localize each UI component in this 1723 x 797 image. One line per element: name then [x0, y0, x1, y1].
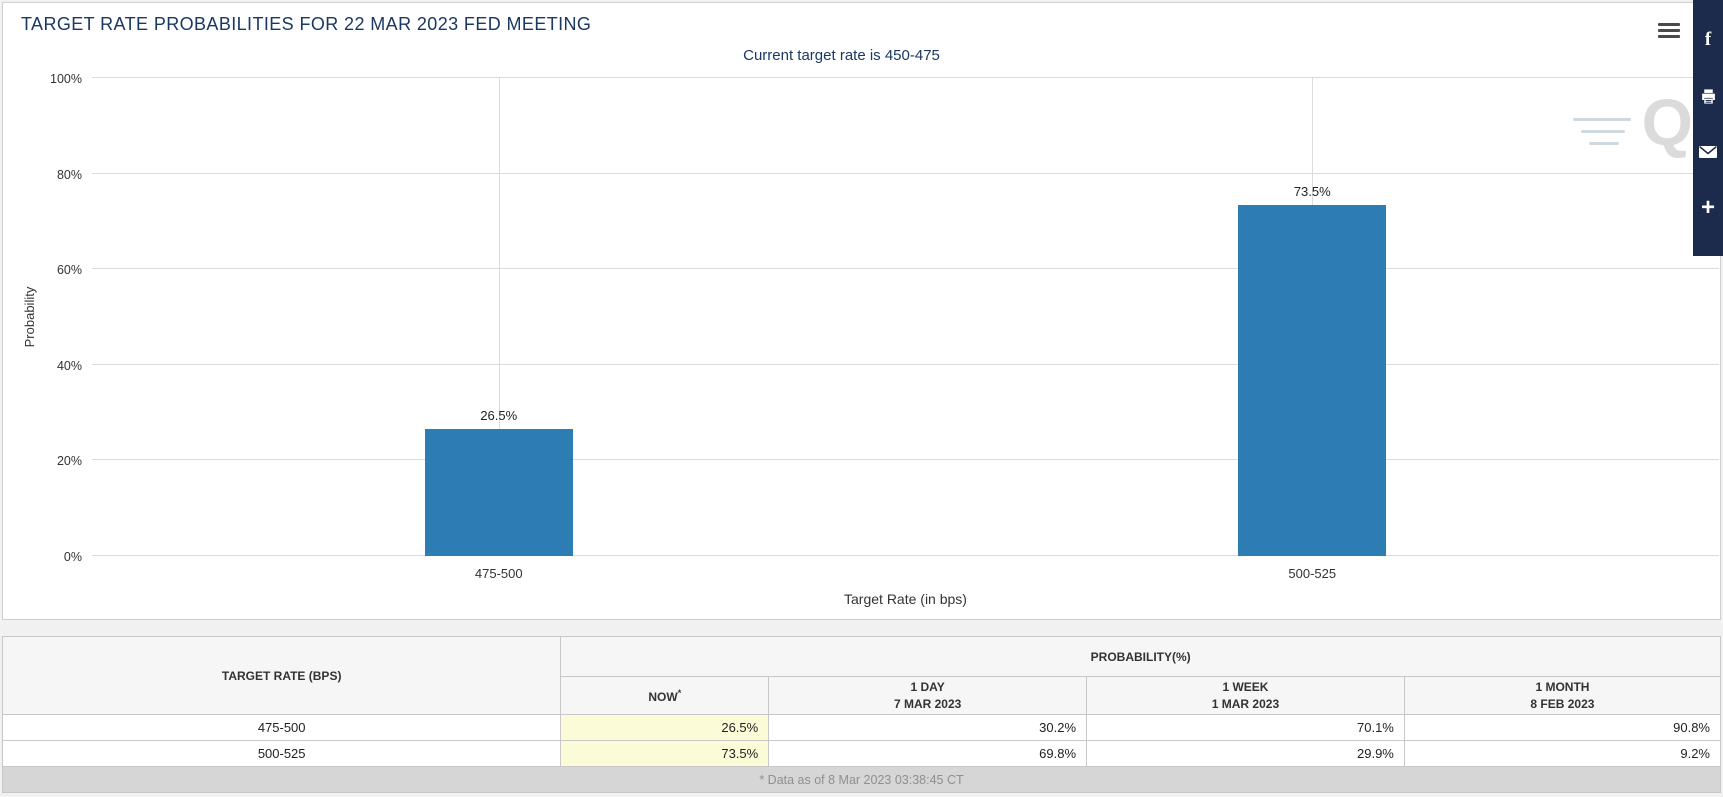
y-gridline [92, 268, 1719, 270]
col-header-1-week: 1 WEEK 1 MAR 2023 [1086, 676, 1405, 715]
facebook-share-button[interactable]: f [1693, 20, 1723, 60]
probability-bar[interactable] [424, 429, 573, 556]
1-day-probability-cell: 69.8% [768, 740, 1088, 767]
1-month-probability-cell: 9.2% [1403, 740, 1722, 767]
col-header-now: NOW* [560, 676, 770, 715]
fedwatch-chart-card: TARGET RATE PROBABILITIES FOR 22 MAR 202… [2, 2, 1721, 620]
table-row: 500-525 73.5% 69.8% 29.9% 9.2% [1, 740, 1722, 767]
x-tick-label: 500-525 [1288, 566, 1337, 581]
plot-area: Q 0% 20% 40% 60% 80% 100% 26.5% 475-500 73.5% 500… [50, 72, 1719, 581]
bar-value-label: 73.5% [1293, 183, 1331, 199]
logo-letter: Q [1641, 85, 1693, 159]
y-gridline [92, 459, 1719, 461]
y-tick-label: 80% [56, 167, 82, 182]
y-tick-label: 0% [63, 550, 82, 564]
now-probability-cell: 26.5% [560, 714, 770, 741]
1-month-probability-cell: 90.8% [1403, 714, 1722, 741]
chart-title: TARGET RATE PROBABILITIES FOR 22 MAR 202… [21, 14, 592, 34]
y-tick-label: 100% [50, 72, 82, 86]
col-header-1-day: 1 DAY 7 MAR 2023 [768, 676, 1088, 715]
y-gridline [92, 77, 1719, 78]
x-axis-title: Target Rate (in bps) [844, 591, 967, 607]
1-day-probability-cell: 30.2% [768, 714, 1088, 741]
hamburger-menu-icon[interactable] [1658, 23, 1680, 41]
menu-bar [1658, 29, 1680, 32]
quikstrike-logo: Q [1573, 85, 1693, 176]
y-tick-label: 40% [56, 358, 82, 373]
probability-table: TARGET RATE (BPS) PROBABILITY(%) NOW* 1 … [1, 636, 1722, 793]
footnote-marker: * [677, 687, 682, 698]
y-gridline [92, 555, 1719, 556]
1-week-probability-cell: 29.9% [1086, 740, 1405, 767]
menu-bar [1658, 23, 1680, 26]
print-button[interactable] [1693, 76, 1723, 116]
y-gridline [92, 172, 1719, 174]
plus-icon: + [1700, 194, 1715, 221]
x-tick-label: 475-500 [474, 566, 523, 581]
chart-subtitle: Current target rate is 450-475 [743, 47, 940, 64]
probability-bar[interactable] [1238, 204, 1387, 556]
data-asof-note: * Data as of 8 Mar 2023 03:38:45 CT [2, 766, 1721, 793]
col-header-1-month: 1 MONTH 8 FEB 2023 [1403, 676, 1722, 715]
now-probability-cell: 73.5% [560, 740, 770, 767]
bar-value-label: 26.5% [480, 408, 518, 424]
print-icon [1701, 88, 1715, 104]
more-share-button[interactable]: + [1693, 188, 1723, 228]
table-row: 475-500 26.5% 30.2% 70.1% 90.8% [1, 714, 1722, 741]
email-icon [1699, 146, 1717, 158]
logo-speed-line [1573, 118, 1631, 121]
y-tick-label: 60% [56, 263, 82, 278]
menu-bar [1658, 35, 1680, 38]
1-week-probability-cell: 70.1% [1086, 714, 1405, 741]
table-footer-row: * Data as of 8 Mar 2023 03:38:45 CT [2, 766, 1721, 793]
rate-cell: 500-525 [1, 740, 562, 767]
email-share-button[interactable] [1693, 132, 1723, 172]
facebook-icon: f [1704, 29, 1712, 50]
y-tick-label: 20% [56, 454, 82, 469]
y-axis-title: Probability [22, 286, 37, 348]
rate-cell: 475-500 [1, 714, 562, 741]
col-header-target-rate: TARGET RATE (BPS) [1, 636, 562, 715]
y-gridline [92, 363, 1719, 365]
logo-speed-line [1589, 142, 1619, 145]
col-header-probability: PROBABILITY(%) [560, 636, 1721, 677]
x-gridline [498, 78, 500, 556]
share-toolbar: f + [1693, 0, 1723, 256]
logo-speed-line [1581, 130, 1625, 133]
